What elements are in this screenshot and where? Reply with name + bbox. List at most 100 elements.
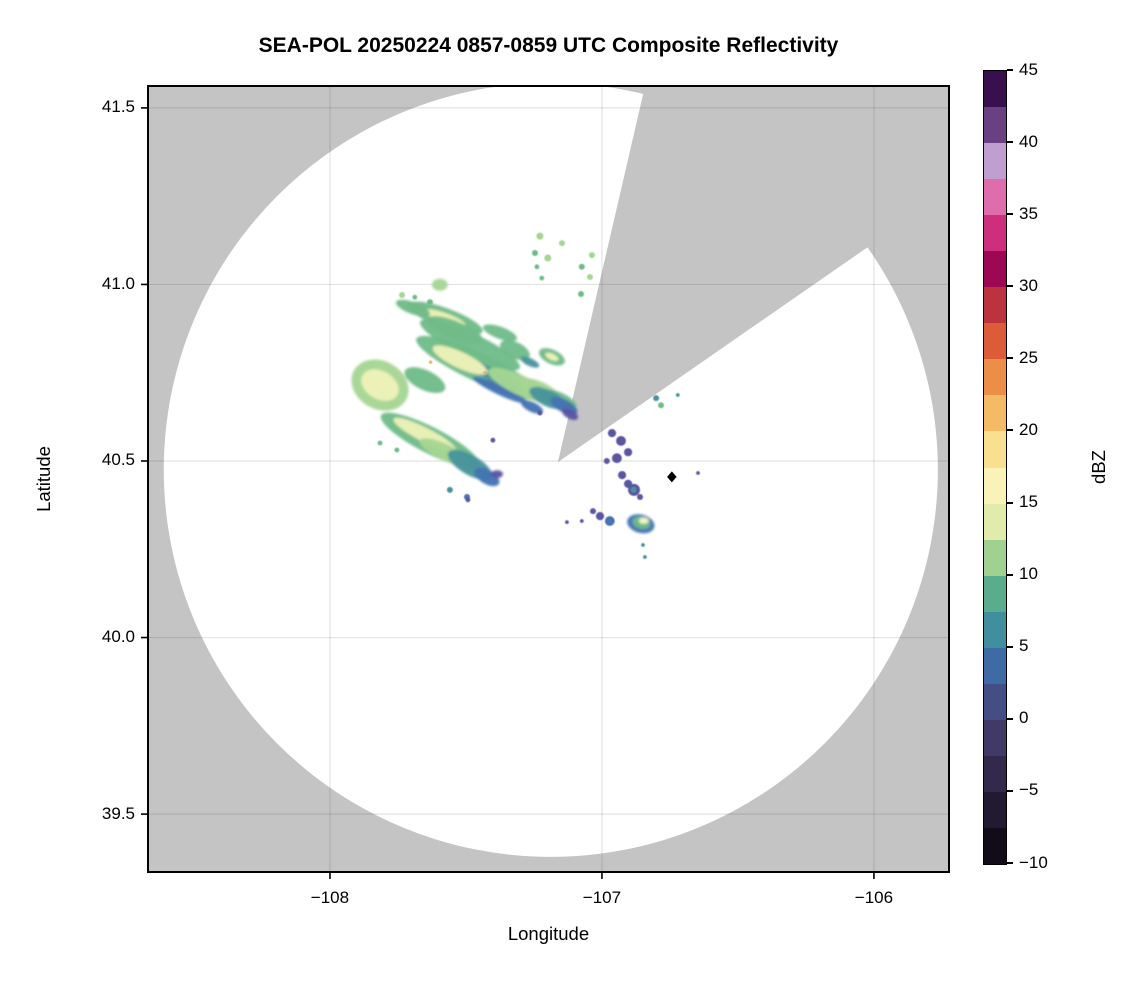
echo-speck [536, 232, 544, 240]
colorbar-band [984, 611, 1006, 648]
colorbar-tick-label: 10 [1019, 564, 1038, 584]
colorbar-band [984, 539, 1006, 576]
echo-speck [537, 410, 543, 416]
colorbar-tick-mark [1007, 717, 1013, 720]
echo-speck [579, 519, 584, 523]
echo-speck [483, 371, 487, 375]
colorbar-band [984, 503, 1006, 540]
colorbar-tick-label: −10 [1019, 852, 1048, 872]
echo-blob [419, 319, 521, 371]
echo-blob [520, 356, 540, 368]
echo-speck [612, 453, 622, 464]
echo-speck [630, 486, 637, 493]
x-tick-label: −108 [310, 888, 350, 907]
x-tick-label: −107 [582, 888, 622, 907]
echo-blob [520, 400, 544, 414]
echo-speck [539, 275, 545, 281]
colorbar-tick-label: 45 [1019, 59, 1038, 79]
colorbar-band [984, 719, 1006, 756]
echo-speck [675, 393, 680, 397]
echo-speck [643, 555, 647, 559]
colorbar-tick-mark [1007, 789, 1013, 792]
colorbar-tick-label: 40 [1019, 131, 1038, 151]
y-tick-label: 41.0 [101, 273, 135, 293]
x-tick-label: −106 [854, 888, 894, 907]
colorbar-band [984, 107, 1006, 144]
colorbar-tick-mark [1007, 285, 1013, 288]
echo-speck [532, 250, 538, 256]
echo-blob [361, 369, 399, 401]
colorbar-tick-mark [1007, 69, 1013, 71]
colorbar-band [984, 359, 1006, 396]
echo-blob [431, 278, 448, 291]
colorbar-tick-mark [1007, 213, 1013, 216]
echo-speck [603, 458, 610, 464]
colorbar-tick-label: −5 [1019, 780, 1039, 800]
site-marker-diamond [667, 471, 677, 483]
colorbar-tick-mark [1007, 501, 1013, 504]
echo-speck [658, 402, 664, 409]
echo-speck [607, 429, 617, 438]
echo-speck [465, 497, 471, 503]
echo-speck [588, 252, 595, 259]
echo-speck [595, 511, 605, 521]
colorbar-tick-mark [1007, 429, 1013, 432]
y-tick-label: 40.0 [101, 627, 135, 647]
colorbar-band [984, 827, 1006, 865]
colorbar-tick-mark [1007, 357, 1013, 360]
colorbar-band [984, 71, 1006, 108]
colorbar-tick-label: 35 [1019, 203, 1038, 223]
colorbar-tick-label: 5 [1019, 636, 1029, 656]
colorbar-tick-mark [1007, 862, 1013, 864]
echo-speck [446, 486, 453, 493]
echo-blob [432, 345, 488, 375]
echo-blob [474, 467, 500, 487]
echo-speck [578, 291, 584, 297]
colorbar-band [984, 143, 1006, 180]
colorbar-band [984, 575, 1006, 612]
echo-speck [696, 471, 700, 475]
colorbar-tick-mark [1007, 141, 1013, 144]
colorbar-band [984, 647, 1006, 684]
echo-speck [399, 292, 405, 298]
echo-blob [545, 352, 559, 361]
colorbar-band [984, 323, 1006, 360]
echo-blob [500, 340, 530, 361]
y-tick-label: 40.5 [101, 450, 135, 470]
y-axis-label: Latitude [33, 446, 54, 512]
colorbar-band [984, 287, 1006, 324]
echo-blob [472, 376, 528, 404]
echo-speck-layer [377, 232, 700, 559]
colorbar-band [984, 467, 1006, 504]
colorbar-band [984, 755, 1006, 792]
colorbar-tick-mark [1007, 645, 1013, 648]
echo-speck [590, 508, 596, 515]
echo-speck [641, 543, 645, 547]
echo-speck [587, 274, 593, 280]
echo-speck [544, 254, 552, 262]
echo-blob [395, 299, 430, 317]
colorbar-label: dBZ [1088, 450, 1109, 484]
echo-speck [412, 294, 418, 300]
colorbar-band [984, 215, 1006, 252]
colorbar-band [984, 179, 1006, 216]
plot-border [147, 85, 950, 873]
echo-speck [637, 494, 643, 500]
echo-blob-layer [351, 278, 655, 534]
echo-speck [490, 437, 496, 443]
echo-blob [404, 367, 446, 394]
colorbar-band [984, 431, 1006, 468]
echo-speck [534, 264, 540, 270]
echo-speck [429, 360, 433, 364]
colorbar-band [984, 395, 1006, 432]
echo-blob [491, 470, 503, 478]
echo-speck [377, 440, 383, 446]
echo-speck [565, 520, 569, 524]
y-tick-label: 41.5 [101, 97, 135, 117]
x-axis-label: Longitude [507, 923, 590, 944]
echo-blob [561, 407, 579, 421]
echo-blob [638, 517, 649, 524]
echo-speck [559, 240, 565, 247]
colorbar [983, 70, 1007, 865]
echo-speck [578, 263, 585, 270]
